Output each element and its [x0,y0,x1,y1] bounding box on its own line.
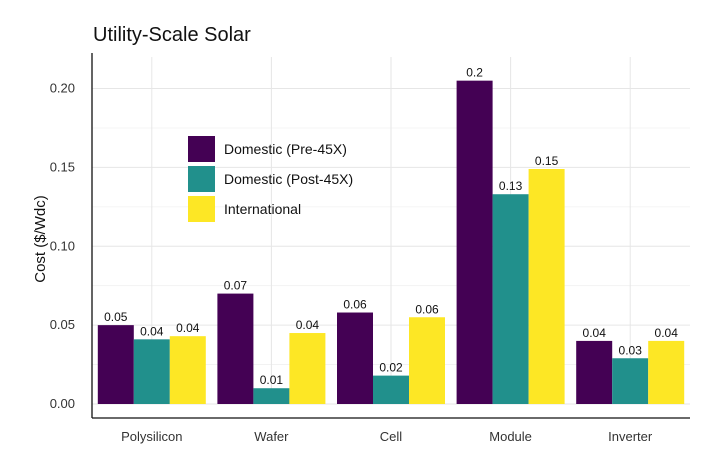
axis-layer: 0.00 0.05 0.10 0.15 0.20 Polysilicon Wafer Cell… [50,53,690,444]
data-label: 0.04 [655,326,679,340]
data-label: 0.02 [379,361,403,375]
data-label: 0.04 [176,321,200,335]
y-tick-label: 0.05 [50,317,75,332]
bar [169,336,206,404]
bar [528,168,565,404]
bar-layer [97,80,685,404]
legend-label: International [224,201,301,217]
bar [373,375,409,404]
y-tick-label: 0.10 [50,238,75,253]
bar [612,358,649,404]
data-label: 0.15 [535,154,559,168]
y-tick-label: 0.00 [50,396,75,411]
bar [97,325,134,404]
bar [133,339,170,404]
data-label: 0.06 [343,298,367,312]
data-label: 0.2 [466,66,483,80]
bar [456,80,493,404]
bar [492,194,529,404]
legend-swatch [188,166,215,192]
data-label: 0.07 [224,279,248,293]
bar [217,293,254,404]
legend-swatch [188,196,215,222]
y-tick-label: 0.20 [50,81,75,96]
legend: Domestic (Pre-45X) Domestic (Post-45X) Int… [188,136,353,222]
data-label: 0.04 [140,324,164,338]
data-label: 0.03 [619,343,643,357]
bar [576,340,613,404]
legend-swatch [188,136,215,162]
y-axis-label: Cost ($/Wdc) [32,195,49,283]
bar [648,340,685,404]
data-label: 0.13 [499,179,523,193]
bar [409,317,445,404]
bar [337,312,373,404]
x-tick-label: Inverter [608,429,653,444]
data-label: 0.04 [583,326,607,340]
bar [289,333,326,404]
x-tick-label: Polysilicon [121,429,182,444]
x-tick-label: Wafer [254,429,289,444]
legend-label: Domestic (Pre-45X) [224,141,347,157]
data-label-layer: 0.05 0.04 0.04 0.07 0.01 0.04 0.06 0.02 0.06 0.2 0… [104,66,678,388]
x-tick-label: Module [489,429,532,444]
y-tick-label: 0.15 [50,159,75,174]
x-tick-label: Cell [380,429,403,444]
bar [253,388,290,404]
data-label: 0.05 [104,310,128,324]
data-label: 0.04 [296,318,320,332]
data-label: 0.01 [260,373,284,387]
legend-label: Domestic (Post-45X) [224,171,353,187]
data-label: 0.06 [415,302,439,316]
chart-title: Utility-Scale Solar [93,24,251,46]
